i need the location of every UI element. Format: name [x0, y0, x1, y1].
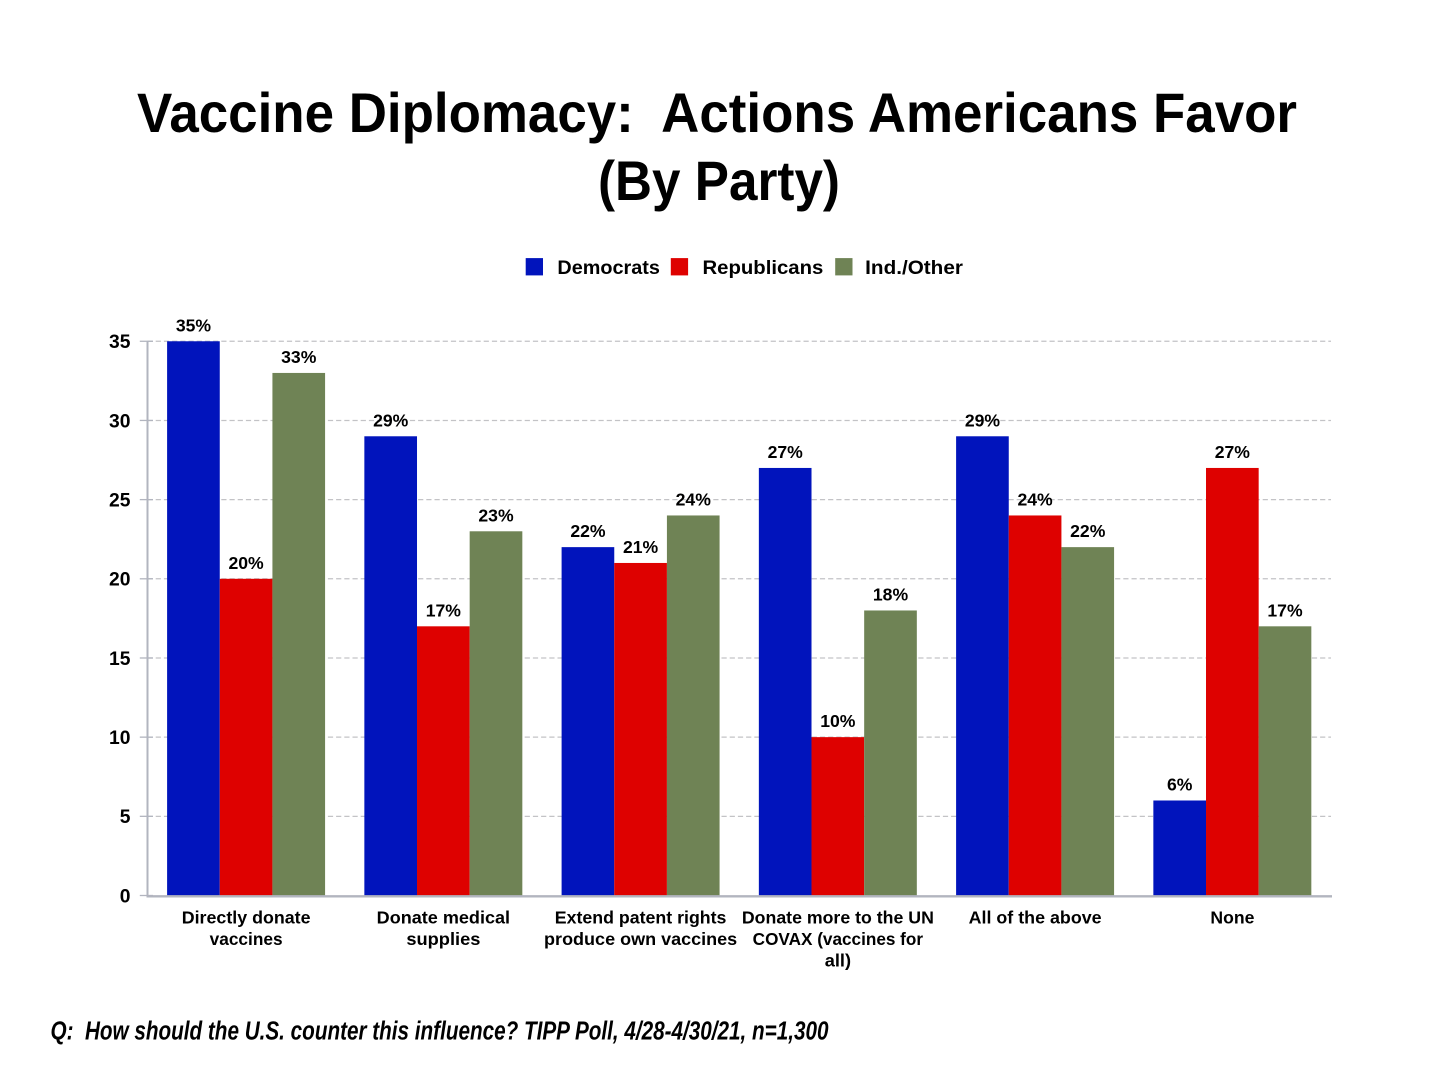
- svg-text:18%: 18%: [873, 584, 909, 604]
- svg-text:21%: 21%: [623, 537, 659, 557]
- svg-text:0: 0: [120, 886, 131, 907]
- svg-text:Democrats: Democrats: [557, 258, 660, 279]
- svg-text:Republicans: Republicans: [703, 258, 824, 279]
- svg-text:vaccines: vaccines: [210, 929, 283, 949]
- svg-text:22%: 22%: [570, 521, 606, 541]
- svg-text:25: 25: [109, 490, 131, 511]
- svg-text:6%: 6%: [1167, 774, 1193, 794]
- svg-text:all): all): [825, 951, 851, 971]
- svg-text:20: 20: [109, 570, 130, 591]
- svg-text:23%: 23%: [478, 505, 514, 525]
- svg-text:30: 30: [109, 411, 130, 432]
- svg-text:17%: 17%: [426, 600, 462, 620]
- svg-text:29%: 29%: [965, 410, 1001, 430]
- svg-text:24%: 24%: [1017, 489, 1053, 509]
- svg-text:15: 15: [109, 649, 131, 670]
- svg-text:27%: 27%: [768, 442, 804, 462]
- svg-text:Vaccine Diplomacy: Actions Am: Vaccine Diplomacy: Actions Americans Fav…: [137, 82, 1297, 144]
- svg-text:35: 35: [109, 332, 131, 353]
- svg-text:supplies: supplies: [406, 929, 480, 949]
- svg-text:24%: 24%: [676, 489, 712, 509]
- svg-text:Donate medical: Donate medical: [377, 908, 510, 928]
- svg-text:10%: 10%: [820, 711, 856, 731]
- svg-text:10: 10: [109, 728, 130, 749]
- svg-text:Directly donate: Directly donate: [182, 908, 311, 928]
- svg-text:None: None: [1210, 908, 1254, 928]
- svg-text:22%: 22%: [1070, 521, 1106, 541]
- svg-text:33%: 33%: [281, 347, 317, 367]
- svg-text:Donate more to the UN: Donate more to the UN: [742, 908, 934, 928]
- svg-text:27%: 27%: [1215, 442, 1251, 462]
- svg-text:(By Party): (By Party): [598, 150, 840, 212]
- svg-text:20%: 20%: [228, 553, 264, 573]
- svg-text:29%: 29%: [373, 410, 409, 430]
- svg-text:5: 5: [120, 807, 131, 828]
- svg-text:Q: How should the U.S. counte: Q: How should the U.S. counter this infl…: [51, 1018, 829, 1046]
- svg-text:35%: 35%: [176, 315, 212, 335]
- svg-text:All of the above: All of the above: [969, 908, 1102, 928]
- svg-text:COVAX (vaccines for: COVAX (vaccines for: [753, 929, 924, 949]
- svg-text:produce own vaccines: produce own vaccines: [544, 929, 737, 949]
- svg-text:Extend patent rights: Extend patent rights: [555, 908, 727, 928]
- svg-text:Ind./Other: Ind./Other: [865, 258, 963, 279]
- svg-text:17%: 17%: [1267, 600, 1303, 620]
